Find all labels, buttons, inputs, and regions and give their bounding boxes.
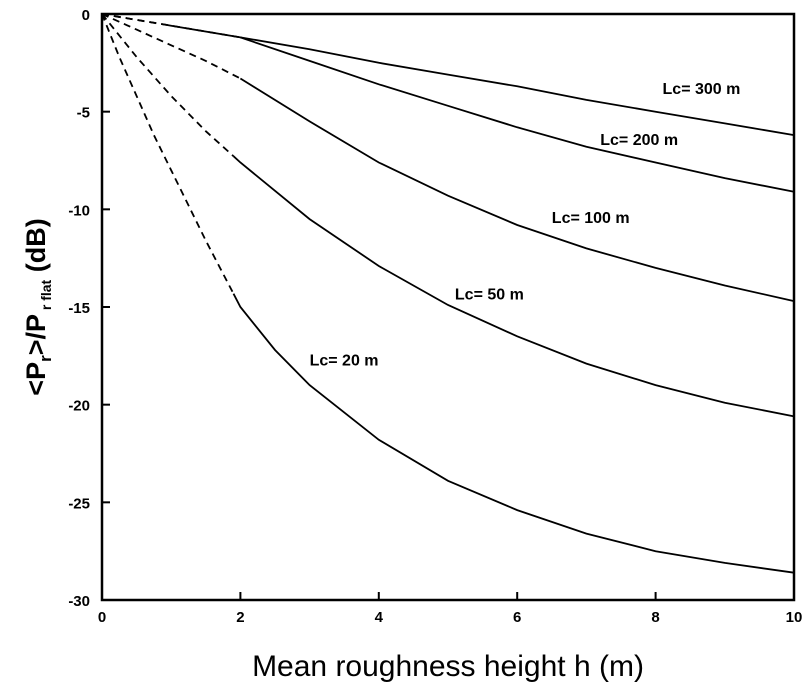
y-axis-title-part3: (dB) — [21, 218, 51, 279]
plot-frame — [100, 12, 796, 602]
y-axis-title-part2: >/P — [21, 314, 51, 355]
y-axis-title-sub1: r — [36, 355, 55, 362]
series-line — [232, 155, 795, 418]
y-axis-ticks: 0 -5 -10 -15 -20 -25 -30 — [68, 7, 110, 610]
y-tick-label: -30 — [68, 593, 90, 610]
series-label: Lc= 20 m — [310, 353, 379, 370]
x-tick-label: 2 — [236, 609, 244, 626]
x-tick-label: 0 — [98, 609, 106, 626]
series-label: Lc= 50 m — [455, 286, 524, 303]
x-tick-label: 10 — [786, 609, 803, 626]
series-label: Lc= 300 m — [663, 81, 741, 98]
y-axis-title-sub2: r flat — [38, 279, 54, 314]
series-line-dashed — [101, 13, 235, 295]
series-line-dashed — [101, 13, 241, 39]
y-tick-label: -15 — [68, 300, 90, 317]
x-axis-ticks: 0 2 4 6 8 10 — [98, 592, 803, 626]
series-label: Lc= 200 m — [600, 132, 678, 149]
series-line-dashed — [101, 13, 235, 157]
series-line — [232, 293, 795, 574]
series-line — [239, 77, 795, 302]
y-tick-label: 0 — [82, 7, 90, 24]
series-line — [164, 23, 795, 136]
y-tick-label: -5 — [77, 105, 90, 122]
y-tick-label: -10 — [68, 202, 90, 219]
y-tick-label: -25 — [68, 495, 90, 512]
series-labels: Lc= 300 m Lc= 200 m Lc= 100 m Lc= 50 m Lc= 2… — [310, 81, 741, 370]
series-line-dashed — [101, 13, 241, 80]
series-line — [240, 36, 795, 193]
x-tick-label: 8 — [651, 609, 659, 626]
x-tick-label: 4 — [375, 609, 384, 626]
x-axis-title: Mean roughness height h (m) — [252, 650, 644, 683]
y-axis-title-part1: <P — [21, 362, 51, 396]
y-tick-label: -20 — [68, 398, 90, 415]
series-label: Lc= 100 m — [552, 210, 630, 227]
y-axis-title: <Pr>/P r flat (dB) — [21, 218, 55, 395]
x-tick-label: 6 — [513, 609, 521, 626]
plot-lines — [101, 13, 795, 574]
